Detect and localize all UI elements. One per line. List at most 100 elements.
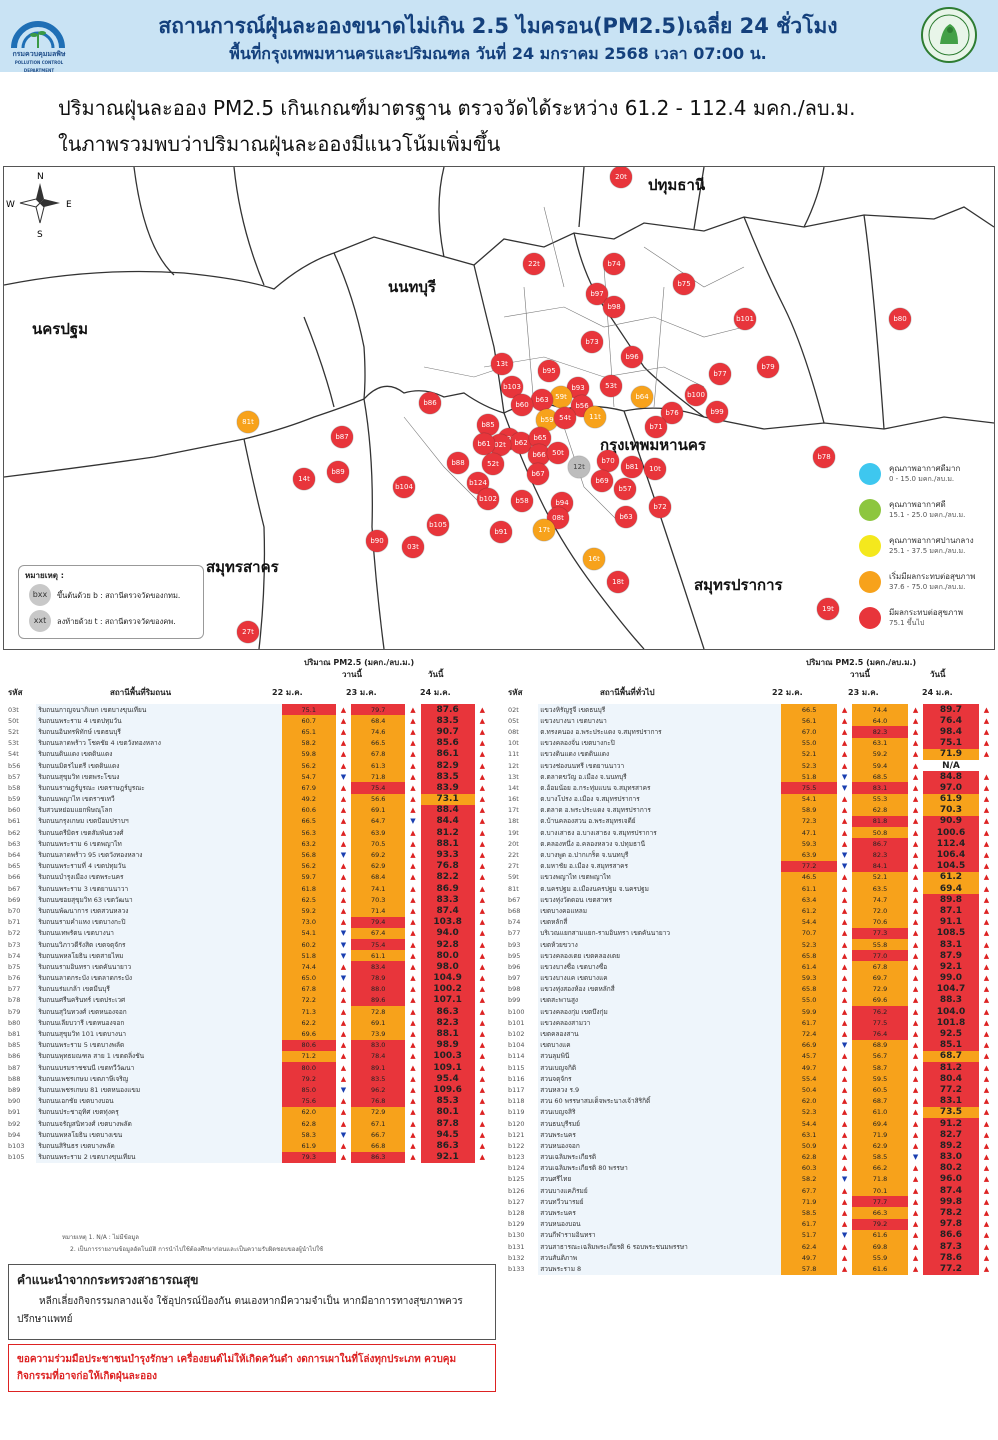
table-row: 52t ริมถนนอินทรพิทักษ์ เขตธนบุรี 65.1 ▲ 74.6… <box>6 726 490 738</box>
station-marker: b102 <box>477 488 499 510</box>
pm25-value: 74.1 <box>351 883 406 895</box>
trend-up-icon: ▲ <box>841 895 848 904</box>
trend-up-icon: ▲ <box>912 1052 919 1061</box>
left-unit-header: ปริมาณ PM2.5 (มคก./ลบ.ม.) <box>304 658 415 667</box>
station-marker: b100 <box>685 384 707 406</box>
trend-up-icon: ▲ <box>983 929 990 938</box>
trend-up-icon: ▲ <box>841 795 848 804</box>
pm25-value: 67.7 <box>781 1185 838 1197</box>
pcd-station-note: ลงท้ายด้วย t : สถานีตรวจวัดของคพ. <box>57 617 176 626</box>
station-marker: b80 <box>889 308 911 330</box>
table-row: b77 บริเวณแยกสามแยก-รามอินทรา เขตคันนายาว… <box>506 927 994 939</box>
pm25-value: 77.2 <box>923 1263 979 1275</box>
station-code: b77 <box>8 985 21 994</box>
station-marker: b88 <box>447 452 469 474</box>
pm25-value: 58.2 <box>781 1173 838 1186</box>
station-name: ริมถนนสุขุมวิท 101 เขตบางนา <box>36 1028 282 1040</box>
trend-up-icon: ▲ <box>983 1197 990 1206</box>
station-name: ริมถนนพุทธมณฑล สาย 1 เขตตลิ่งชัน <box>36 1050 282 1062</box>
trend-up-icon: ▲ <box>340 839 347 848</box>
table-row: 27t ต.มหาชัย อ.เมือง จ.สมุทรสาคร 77.2 ▼ 84.1… <box>506 860 994 872</box>
station-name: สวนเบญจสิริ <box>538 1106 782 1118</box>
table-row: 81t ต.นครปฐม อ.เมืองนครปฐม จ.นครปฐม 61.1 ▲ 6… <box>506 883 994 895</box>
trend-up-icon: ▲ <box>340 1041 347 1050</box>
station-code: b70 <box>8 906 21 915</box>
pm25-value: 56.6 <box>351 793 406 805</box>
trend-up-icon: ▲ <box>410 1108 416 1117</box>
table-row: b101 แขวงคลองสามวา 61.7 ▲ 77.5 ▲ 101.8 ▲ <box>506 1017 994 1029</box>
table-row: b67 แขวงทุ่งวัดดอน เขตสาทร 63.4 ▲ 74.7 ▲ 89.8 ▲ <box>506 894 994 906</box>
pm25-value: 104.0 <box>923 1006 979 1018</box>
pm25-value: 72.4 <box>781 1028 838 1040</box>
dept-name-en: POLLUTION CONTROL DEPARTMENT <box>14 60 64 73</box>
station-code: 27t <box>508 862 519 871</box>
trend-up-icon: ▲ <box>983 884 990 893</box>
trend-down-icon: ▼ <box>340 940 347 949</box>
trend-up-icon: ▲ <box>479 1130 486 1139</box>
right-col-d3: 24 ม.ค. <box>922 688 953 697</box>
trend-up-icon: ▲ <box>912 1220 919 1229</box>
station-name: แขวงคลองเตย เขตคลองเตย <box>538 950 782 962</box>
trend-up-icon: ▲ <box>983 1085 990 1094</box>
trend-up-icon: ▲ <box>410 1007 416 1016</box>
trend-down-icon: ▼ <box>841 851 848 860</box>
station-code: b105 <box>8 1153 25 1162</box>
trend-up-icon: ▲ <box>983 772 990 781</box>
station-marker: b76 <box>661 402 683 424</box>
legend-label: มีผลกระทบต่อสุขภาพ <box>889 608 964 617</box>
station-code: b123 <box>508 1153 525 1162</box>
table-row: b118 สวน 60 พรรษาสมเด็จพระนางเจ้าสิริกิติ… <box>506 1095 994 1107</box>
station-name: เขตบางแค <box>538 1039 782 1051</box>
trend-up-icon: ▲ <box>912 895 919 904</box>
table-row: b79 ริมถนนสุวินทวงศ์ เขตหนองจอก 71.3 ▲ 72.8 ▲… <box>6 1006 490 1018</box>
trend-up-icon: ▲ <box>841 951 848 960</box>
station-name: เขตบางคอแหลม <box>538 905 782 917</box>
station-code: b128 <box>508 1209 525 1218</box>
trend-up-icon: ▲ <box>410 750 416 759</box>
pm25-value: 73.5 <box>923 1106 979 1118</box>
pm25-value: 56.2 <box>281 860 336 872</box>
province-bangkok: กรุงเทพมหานคร <box>600 436 706 454</box>
advice-title: คำแนะนำจากกระทรวงสาธารณสุข <box>17 1273 199 1287</box>
station-code: 11t <box>508 750 519 759</box>
legend-swatch <box>859 499 881 521</box>
station-name: ริมถนนรามคำแหง เขตบางกะปิ <box>36 916 282 928</box>
pm25-value: 89.8 <box>923 894 979 906</box>
station-marker: 13t <box>491 353 513 375</box>
trend-up-icon: ▲ <box>983 1164 990 1173</box>
trend-up-icon: ▲ <box>983 1264 990 1273</box>
pm25-value: 80.2 <box>923 1162 979 1174</box>
trend-up-icon: ▲ <box>841 1264 848 1273</box>
station-name: บริเวณแยกสามแยก-รามอินทรา เขตคันนายาว <box>538 927 782 939</box>
trend-up-icon: ▲ <box>912 1264 919 1273</box>
station-marker: b67 <box>527 463 549 485</box>
pm25-value: 71.9 <box>852 1129 908 1141</box>
legend-range: 15.1 - 25.0 มคก./ลบ.ม. <box>889 511 966 519</box>
pm25-value: 58.2 <box>281 737 336 749</box>
pm25-value: 61.6 <box>852 1229 908 1241</box>
table-row: b123 สวนเฉลิมพระเกียรติ 62.8 ▲ 58.5 ▼ 83.0 ▲ <box>506 1151 994 1163</box>
trend-up-icon: ▲ <box>479 1097 486 1106</box>
pm25-value: 107.1 <box>420 994 475 1007</box>
pm25-value: 61.2 <box>781 905 838 917</box>
trend-down-icon: ▼ <box>340 1085 347 1094</box>
trend-up-icon: ▲ <box>410 851 416 860</box>
station-marker: b99 <box>706 401 728 423</box>
pm25-value: 66.5 <box>351 737 406 749</box>
trend-up-icon: ▲ <box>410 873 416 882</box>
station-code: b61 <box>8 817 21 826</box>
pm25-value: 81.8 <box>852 815 908 828</box>
left-col-d3: 24 ม.ค. <box>420 688 451 697</box>
station-code: 14t <box>508 783 519 792</box>
trend-up-icon: ▲ <box>410 783 416 792</box>
pm25-value: 67.8 <box>281 983 336 995</box>
trend-up-icon: ▲ <box>479 884 486 893</box>
pm25-value: 112.4 <box>923 838 979 850</box>
trend-up-icon: ▲ <box>841 1030 848 1039</box>
trend-up-icon: ▲ <box>410 1030 416 1039</box>
header-banner: กรมควบคุมมลพิษ POLLUTION CONTROL DEPARTM… <box>0 0 998 73</box>
trend-up-icon: ▲ <box>340 918 347 927</box>
station-name: ริมถนนศรีนครินทร์ เขตประเวศ <box>36 994 282 1007</box>
station-code: b86 <box>8 1052 21 1061</box>
pm25-value: 55.0 <box>781 737 838 749</box>
